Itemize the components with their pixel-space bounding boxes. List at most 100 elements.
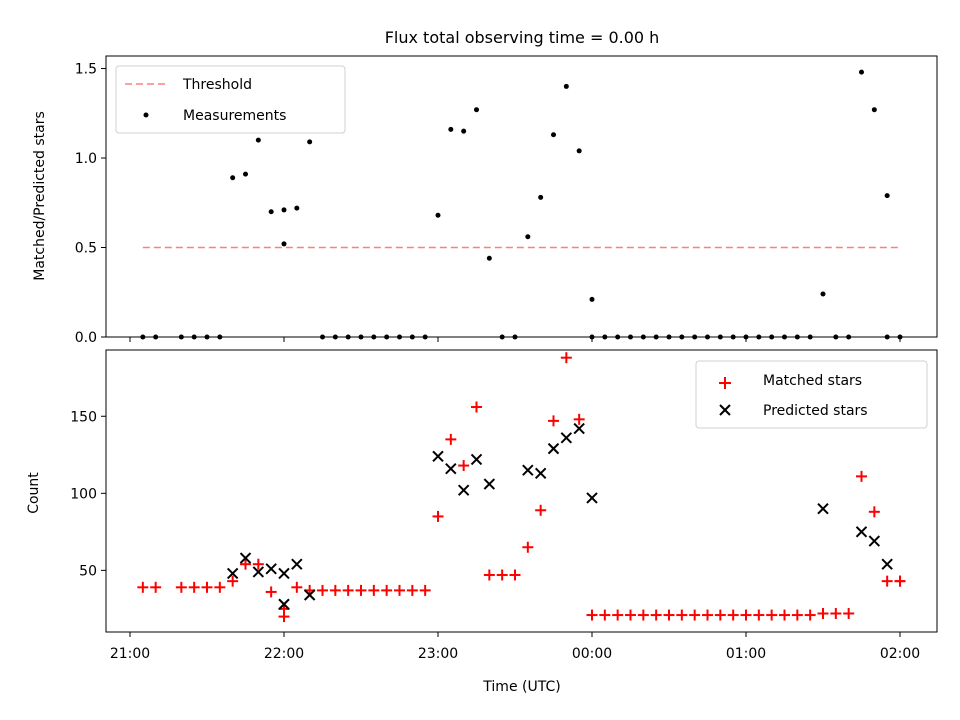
measurement-point xyxy=(178,334,184,340)
matched-star-point xyxy=(471,401,482,413)
predicted-star-point xyxy=(522,464,534,476)
bottom-legend: Matched stars Predicted stars xyxy=(695,360,928,429)
matched-star-point xyxy=(278,611,290,623)
matched-star-point xyxy=(573,413,585,425)
predicted-star-point xyxy=(303,589,316,601)
predicted-star-point xyxy=(534,467,547,479)
measurement-point xyxy=(474,107,479,113)
legend-matched-label: Matched stars xyxy=(763,373,862,389)
matched-star-point xyxy=(612,609,624,621)
bottom-xtick-label: 01:00 xyxy=(726,646,766,662)
measurement-point xyxy=(320,334,325,340)
matched-star-point xyxy=(625,609,636,621)
matched-star-point xyxy=(599,609,611,621)
matched-star-point xyxy=(560,352,572,364)
top-ytick-label: 0.0 xyxy=(75,330,97,346)
measurement-point xyxy=(730,334,736,340)
matched-star-point xyxy=(727,609,739,621)
top-panel: 0.0 0.5 1.0 1.5 Matched/Predicted stars Thr… xyxy=(32,55,938,346)
measurement-point xyxy=(705,334,710,340)
matched-star-point xyxy=(265,586,277,598)
measurement-point xyxy=(846,334,852,340)
predicted-star-point xyxy=(291,558,303,570)
matched-star-point xyxy=(175,581,187,593)
top-legend-box xyxy=(115,65,346,134)
bottom-ytick-label: 100 xyxy=(70,486,97,502)
bottom-ytick-label: 150 xyxy=(70,409,97,425)
predicted-star-point xyxy=(881,558,893,570)
matched-star-point xyxy=(445,433,457,445)
matched-star-point xyxy=(766,609,778,621)
measurement-point xyxy=(435,212,441,218)
matched-star-point xyxy=(381,584,393,596)
measurement-point xyxy=(589,334,595,340)
bottom-x-axis-label: Time (UTC) xyxy=(482,679,560,695)
top-ytick-label: 0.5 xyxy=(75,241,97,257)
measurement-point xyxy=(794,334,800,340)
matched-star-point xyxy=(355,584,367,596)
predicted-star-point xyxy=(265,563,277,575)
matched-star-point xyxy=(881,575,893,587)
matched-star-point xyxy=(329,584,341,596)
measurement-point xyxy=(371,334,377,340)
measurement-point xyxy=(204,334,210,340)
matched-star-point xyxy=(201,581,213,593)
predicted-star-point xyxy=(445,462,457,475)
measurement-points xyxy=(140,69,903,340)
matched-star-point xyxy=(689,609,701,621)
matched-star-point xyxy=(342,584,354,596)
measurement-point xyxy=(615,334,621,340)
matched-star-point xyxy=(868,506,880,518)
predicted-star-point xyxy=(855,526,868,538)
measurement-point xyxy=(268,209,274,215)
measurement-point xyxy=(551,132,556,138)
matched-star-point xyxy=(753,609,765,621)
measurement-point xyxy=(345,334,351,340)
measurement-point xyxy=(191,334,197,340)
matched-star-point xyxy=(856,470,867,482)
measurement-point xyxy=(525,234,531,240)
measurement-point xyxy=(884,334,890,340)
legend-threshold-label: Threshold xyxy=(182,77,252,93)
measurement-point xyxy=(409,334,415,340)
bottom-xtick-label: 21:00 xyxy=(110,646,150,662)
measurement-point xyxy=(859,69,864,75)
bottom-xtick-label: 23:00 xyxy=(418,646,458,662)
matched-star-point xyxy=(458,460,470,472)
measurement-point xyxy=(653,334,659,340)
measurement-point xyxy=(140,334,146,340)
measurement-point xyxy=(461,128,467,134)
matched-stars-points xyxy=(137,352,906,623)
measurement-point xyxy=(397,334,402,340)
measurement-point xyxy=(679,334,685,340)
measurement-point xyxy=(281,207,287,213)
predicted-star-point xyxy=(573,422,585,435)
predicted-stars-points xyxy=(226,422,893,610)
bottom-xtick-label: 22:00 xyxy=(264,646,304,662)
measurement-point xyxy=(692,334,698,340)
measurement-point xyxy=(294,205,300,211)
matched-star-point xyxy=(188,581,200,593)
predicted-star-point xyxy=(239,552,252,564)
measurement-point xyxy=(499,334,505,340)
matched-star-point xyxy=(227,575,239,587)
measurement-point xyxy=(666,334,672,340)
measurement-point xyxy=(717,334,723,340)
matched-star-point xyxy=(535,504,547,516)
bottom-ytick-label: 50 xyxy=(79,563,97,579)
measurement-point xyxy=(217,334,223,340)
matched-star-point xyxy=(779,609,790,621)
bottom-xtick-label: 00:00 xyxy=(572,646,612,662)
measurement-point xyxy=(512,334,518,340)
matched-star-point xyxy=(368,584,380,596)
legend-predicted-label: Predicted stars xyxy=(763,403,868,419)
measurement-point xyxy=(230,175,236,181)
predicted-star-point xyxy=(483,478,496,490)
measurement-point xyxy=(628,334,633,340)
top-axes-frame xyxy=(105,55,938,338)
matched-star-point xyxy=(509,569,521,581)
measurement-point xyxy=(589,296,595,302)
matched-star-point xyxy=(240,558,251,570)
legend-matched-swatch xyxy=(719,377,731,389)
